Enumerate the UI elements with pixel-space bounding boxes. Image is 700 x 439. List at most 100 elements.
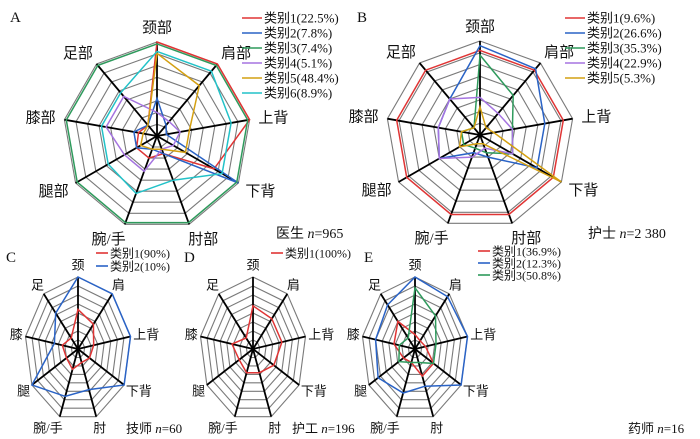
n-value: =965 — [315, 227, 344, 242]
axis-label: 下背 — [245, 183, 275, 200]
series-line-5 — [458, 104, 562, 183]
axis-label: 肩 — [112, 277, 125, 292]
n-value: =60 — [162, 421, 182, 436]
axis-label: 膝 — [347, 327, 360, 342]
axis-label: 下背 — [301, 384, 327, 399]
group-name: 医生 — [276, 226, 308, 242]
grid-ring — [421, 75, 539, 191]
series-line-1 — [393, 320, 435, 378]
legend-label: 类别3(7.4%) — [264, 41, 332, 56]
grid-ring — [219, 303, 287, 392]
grid-ring — [239, 330, 267, 367]
group-name: 护工 — [292, 421, 321, 436]
legend-label: 类别2(7.8%) — [264, 26, 332, 41]
axis-label: 腿部 — [39, 183, 69, 200]
grid-ring — [232, 321, 274, 375]
axis-line — [252, 348, 300, 386]
legend-label: 类别2(10%) — [110, 259, 170, 273]
axis-label: 上背 — [258, 109, 288, 126]
axis-label: 肘部 — [188, 231, 218, 248]
axis-line — [233, 348, 254, 417]
axis-line — [206, 348, 254, 386]
n-value: =16 — [664, 421, 685, 436]
grid-ring — [375, 294, 455, 401]
axis-line — [156, 135, 239, 184]
grid-ring — [245, 339, 261, 359]
grid-ring — [407, 339, 423, 359]
axis-label: 上背 — [308, 327, 334, 342]
grid-ring — [368, 285, 462, 409]
axis-line — [42, 293, 79, 350]
axis-label: 腕/手 — [33, 421, 63, 436]
axis-label: 腿 — [354, 384, 367, 399]
legend-label: 类别1(90%) — [110, 246, 170, 260]
axis-label: 颈 — [408, 258, 421, 273]
axis-line — [64, 118, 158, 137]
axis-line — [200, 335, 254, 350]
grid-ring — [75, 53, 239, 214]
legend-label: 类别2(26.6%) — [587, 26, 662, 41]
axis-line — [252, 293, 289, 350]
legend-label: 类别1(36.9%) — [492, 244, 561, 258]
grid-ring — [433, 87, 527, 180]
axis-line — [479, 117, 573, 136]
axis-label: 肩 — [287, 277, 300, 292]
series-line-3 — [65, 43, 249, 224]
axis-line — [77, 348, 125, 386]
grid-ring — [226, 312, 280, 384]
axis-line — [31, 348, 79, 386]
axis-line — [217, 293, 254, 350]
axis-label: 腕/手 — [370, 421, 400, 436]
group-name: 药师 — [628, 421, 657, 436]
grid-ring — [388, 312, 442, 384]
axis-line — [368, 348, 416, 386]
legend-label: 类别5(5.3%) — [587, 71, 655, 86]
legend-label: 类别3(50.8%) — [492, 268, 561, 282]
axis-label: 上背 — [581, 108, 611, 125]
axis-label: 肘 — [93, 421, 106, 436]
legend-label: 类别5(48.4%) — [264, 71, 339, 86]
series-line-2 — [30, 276, 132, 398]
axis-label: 肩部 — [221, 45, 251, 62]
grid-ring — [51, 312, 105, 384]
axis-label: 膝 — [185, 327, 198, 342]
series-line-1 — [61, 307, 95, 371]
axis-label: 下背 — [126, 384, 152, 399]
axis-label: 下背 — [463, 384, 489, 399]
grid-ring — [386, 40, 574, 224]
grid-ring — [361, 276, 469, 418]
axis-line — [25, 335, 79, 350]
axis-label: 颈 — [246, 258, 259, 273]
series-line-4 — [437, 96, 514, 160]
n-symbol: n — [308, 227, 315, 242]
axis-label: 下背 — [568, 182, 598, 199]
n-symbol: n — [155, 421, 162, 436]
axis-line — [414, 293, 451, 350]
axis-label: 足 — [206, 277, 219, 292]
axis-line — [479, 134, 562, 183]
sample-size-note: 药师 n=16 — [628, 421, 685, 436]
n-value: =2 380 — [627, 227, 666, 242]
axis-label: 颈部 — [142, 19, 172, 36]
grid-ring — [31, 285, 125, 409]
legend-label: 类别4(22.9%) — [587, 56, 662, 71]
axis-label: 腕/手 — [92, 231, 126, 248]
series-line-1 — [395, 49, 565, 216]
panel-letter: A — [10, 10, 21, 26]
axis-line — [395, 348, 416, 417]
axis-label: 膝部 — [349, 108, 379, 125]
grid-ring — [44, 303, 112, 392]
grid-ring — [38, 294, 118, 401]
axis-label: 足部 — [63, 45, 93, 62]
axis-line — [252, 348, 273, 417]
axis-label: 肩部 — [544, 44, 574, 61]
axis-line — [387, 117, 481, 136]
axis-line — [479, 62, 542, 136]
radar-panel-b: 颈部肩部上背下背肘部腕/手腿部膝部足部类别1(9.6%)类别2(26.6%)类别… — [349, 10, 666, 247]
panel-letter: B — [357, 10, 367, 26]
axis-label: 颈 — [71, 258, 84, 273]
legend-label: 类别2(12.3%) — [492, 256, 561, 270]
